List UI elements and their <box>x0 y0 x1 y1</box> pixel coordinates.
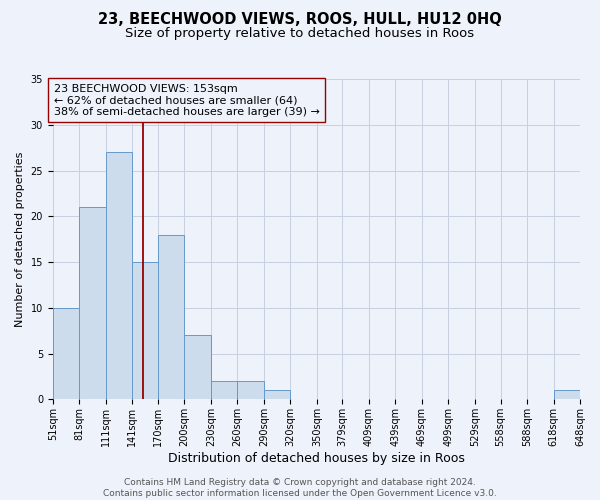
Text: Contains HM Land Registry data © Crown copyright and database right 2024.
Contai: Contains HM Land Registry data © Crown c… <box>103 478 497 498</box>
Bar <box>264 390 290 400</box>
Bar <box>132 262 158 400</box>
Bar <box>106 152 132 400</box>
Bar <box>211 381 238 400</box>
Bar <box>554 390 580 400</box>
Text: 23, BEECHWOOD VIEWS, ROOS, HULL, HU12 0HQ: 23, BEECHWOOD VIEWS, ROOS, HULL, HU12 0H… <box>98 12 502 28</box>
Bar <box>53 308 79 400</box>
Bar <box>184 336 211 400</box>
X-axis label: Distribution of detached houses by size in Roos: Distribution of detached houses by size … <box>168 452 465 465</box>
Y-axis label: Number of detached properties: Number of detached properties <box>15 152 25 327</box>
Text: 23 BEECHWOOD VIEWS: 153sqm
← 62% of detached houses are smaller (64)
38% of semi: 23 BEECHWOOD VIEWS: 153sqm ← 62% of deta… <box>53 84 320 117</box>
Bar <box>79 207 106 400</box>
Bar <box>238 381 264 400</box>
Text: Size of property relative to detached houses in Roos: Size of property relative to detached ho… <box>125 28 475 40</box>
Bar <box>158 234 184 400</box>
